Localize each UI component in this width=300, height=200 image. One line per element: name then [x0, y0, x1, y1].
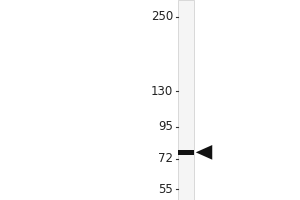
Text: 55: 55 — [158, 183, 173, 196]
Text: 72: 72 — [158, 152, 173, 165]
Text: 95: 95 — [158, 120, 173, 133]
Polygon shape — [196, 145, 212, 160]
Bar — [178, 150, 194, 155]
Text: 250: 250 — [151, 10, 173, 23]
Text: 130: 130 — [151, 85, 173, 98]
Bar — [178, 0, 194, 200]
